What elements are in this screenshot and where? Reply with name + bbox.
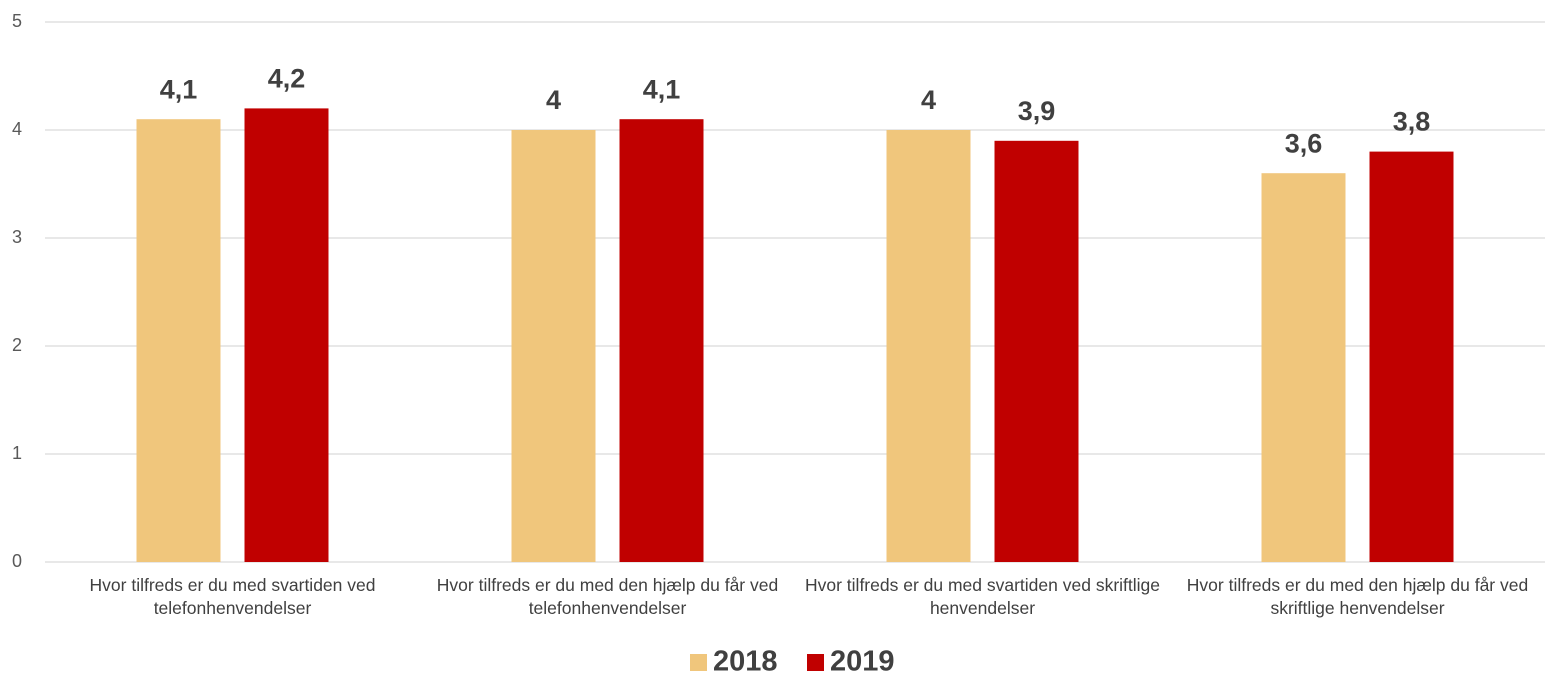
bar xyxy=(511,130,596,562)
data-label: 4,2 xyxy=(268,64,306,94)
data-label: 3,8 xyxy=(1393,107,1431,137)
x-tick-label: Hvor tilfreds er du med den hjælp du får… xyxy=(1186,575,1529,618)
bar xyxy=(994,140,1079,563)
data-label: 4,1 xyxy=(643,74,681,104)
y-tick-label: 4 xyxy=(12,119,22,139)
legend-swatch xyxy=(690,654,707,671)
y-tick-label: 2 xyxy=(12,335,22,355)
data-label: 4,1 xyxy=(160,74,198,104)
x-tick-label: Hvor tilfreds er du med svartiden ved sk… xyxy=(805,575,1160,618)
data-label: 4 xyxy=(921,85,936,115)
y-tick-label: 0 xyxy=(12,551,22,571)
data-label: 3,6 xyxy=(1285,128,1323,158)
y-tick-label: 3 xyxy=(12,227,22,247)
legend-label: 2019 xyxy=(830,646,895,677)
data-label: 3,9 xyxy=(1018,96,1056,126)
bar xyxy=(619,119,704,562)
data-label: 4 xyxy=(546,85,561,115)
bar xyxy=(244,108,329,563)
y-tick-label: 1 xyxy=(12,443,22,463)
y-tick-label: 5 xyxy=(12,11,22,31)
x-tick-label: Hvor tilfreds er du med svartiden ved te… xyxy=(89,575,376,618)
bar xyxy=(1369,151,1454,562)
bar xyxy=(886,130,971,562)
x-tick-label: Hvor tilfreds er du med den hjælp du får… xyxy=(436,575,779,618)
bar xyxy=(136,119,221,562)
bar xyxy=(1261,173,1346,562)
legend-swatch xyxy=(807,654,824,671)
legend-label: 2018 xyxy=(713,646,778,677)
